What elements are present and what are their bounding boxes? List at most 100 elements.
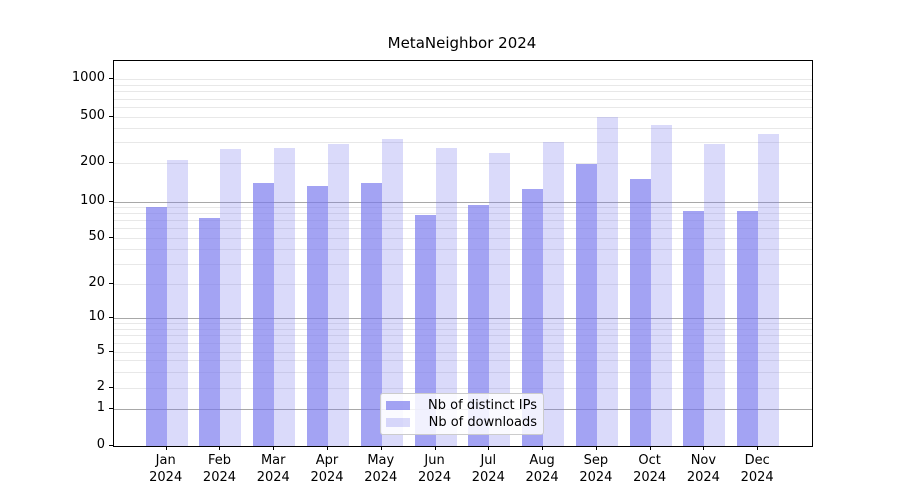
gridline-minor <box>114 98 812 100</box>
x-tick-label: Oct 2024 <box>633 453 667 485</box>
y-tick-mark <box>109 317 113 319</box>
gridline-minor <box>114 387 812 389</box>
x-tick-label: Dec 2024 <box>740 453 774 485</box>
bar-distinct-ips <box>629 179 651 446</box>
y-tick-label: 5 <box>96 342 105 358</box>
x-tick-label: Feb 2024 <box>202 453 237 485</box>
gridline-minor <box>114 342 812 344</box>
x-tick-mark <box>649 446 651 450</box>
gridline-minor <box>114 371 812 373</box>
gridline-minor <box>114 162 812 164</box>
y-tick-label: 1 <box>96 399 105 415</box>
gridline-minor <box>114 323 812 325</box>
bar-downloads <box>381 138 403 446</box>
gridline-minor <box>114 228 812 230</box>
x-tick-label: Aug 2024 <box>525 453 559 485</box>
bar-distinct-ips <box>468 204 490 446</box>
bar-distinct-ips <box>253 183 275 446</box>
bar-distinct-ips <box>737 211 759 446</box>
bar-distinct-ips <box>145 207 167 446</box>
bar-distinct-ips <box>307 185 328 446</box>
legend-item-downloads: Nb of downloads <box>386 414 537 431</box>
x-tick-mark <box>757 446 759 450</box>
gridline-minor <box>114 329 812 331</box>
bar-downloads <box>166 160 188 446</box>
bar-distinct-ips <box>199 218 221 446</box>
y-tick-label: 100 <box>80 192 105 208</box>
gridline-minor <box>114 220 812 222</box>
bar-distinct-ips <box>414 215 436 446</box>
x-tick-label: Mar 2024 <box>256 453 290 485</box>
gridline-minor <box>114 360 812 362</box>
gridline-major <box>114 318 812 320</box>
legend-label-downloads: Nb of downloads <box>428 415 537 431</box>
y-tick-mark <box>109 236 113 238</box>
gridline-minor <box>114 213 812 215</box>
bar-downloads <box>435 147 457 446</box>
x-tick-mark <box>219 446 221 450</box>
x-tick-label: Nov 2024 <box>686 453 720 485</box>
x-tick-mark <box>542 446 544 450</box>
x-tick-mark <box>703 446 705 450</box>
x-tick-label: May 2024 <box>364 453 398 485</box>
gridline-minor <box>114 85 812 87</box>
x-tick-mark <box>273 446 275 450</box>
x-tick-mark <box>595 446 597 450</box>
x-tick-label: Apr 2024 <box>310 453 344 485</box>
legend-label-ips: Nb of distinct IPs <box>428 397 537 413</box>
gridline-minor <box>114 142 812 144</box>
gridline-minor <box>114 207 812 209</box>
y-tick-mark <box>109 445 113 446</box>
gridline-minor <box>114 263 812 265</box>
x-tick-label: Jul 2024 <box>471 453 505 485</box>
bar-downloads <box>758 134 780 446</box>
y-tick-mark <box>109 161 113 163</box>
y-tick-label: 50 <box>88 228 105 244</box>
gridline-minor <box>114 284 812 286</box>
x-tick-mark <box>434 446 436 450</box>
downloads-swatch-icon <box>386 418 410 428</box>
gridline-minor <box>114 351 812 353</box>
y-tick-label: 2 <box>96 378 105 394</box>
y-tick-label: 500 <box>80 108 105 123</box>
bar-distinct-ips <box>522 189 544 446</box>
bar-downloads <box>328 144 349 446</box>
gridline-minor <box>114 335 812 337</box>
x-tick-mark <box>165 446 167 450</box>
x-tick-label: Jan 2024 <box>149 453 183 485</box>
x-tick-mark <box>488 446 490 450</box>
y-tick-label: 200 <box>80 153 105 169</box>
y-tick-mark <box>109 386 113 388</box>
bar-downloads <box>596 117 618 446</box>
y-tick-label: 20 <box>88 275 105 291</box>
bar-downloads <box>220 149 242 446</box>
bar-distinct-ips <box>360 182 382 446</box>
gridline-minor <box>114 91 812 93</box>
x-tick-label: Sep 2024 <box>579 453 613 485</box>
x-tick-mark <box>327 446 328 450</box>
gridline-minor <box>114 128 812 130</box>
gridline-minor <box>114 107 812 109</box>
x-tick-mark <box>380 446 382 450</box>
y-tick-mark <box>109 407 113 409</box>
gridline-major <box>114 201 812 203</box>
y-tick-mark <box>109 200 113 202</box>
plot-area <box>113 60 813 447</box>
y-tick-mark <box>109 283 113 285</box>
y-tick-mark <box>109 116 113 117</box>
bar-downloads <box>704 144 726 446</box>
gridline-minor <box>114 117 812 118</box>
bar-downloads <box>543 142 565 446</box>
bar-downloads <box>274 148 296 446</box>
x-tick-label: Jun 2024 <box>418 453 452 485</box>
bar-distinct-ips <box>575 164 597 446</box>
y-tick-mark <box>109 78 113 80</box>
y-tick-label: 1000 <box>71 70 105 86</box>
gridline-minor <box>114 237 812 239</box>
ips-swatch-icon <box>386 400 410 410</box>
y-tick-label: 10 <box>88 309 105 325</box>
gridline-minor <box>114 79 812 81</box>
bar-distinct-ips <box>683 210 705 446</box>
bar-downloads <box>489 152 511 446</box>
